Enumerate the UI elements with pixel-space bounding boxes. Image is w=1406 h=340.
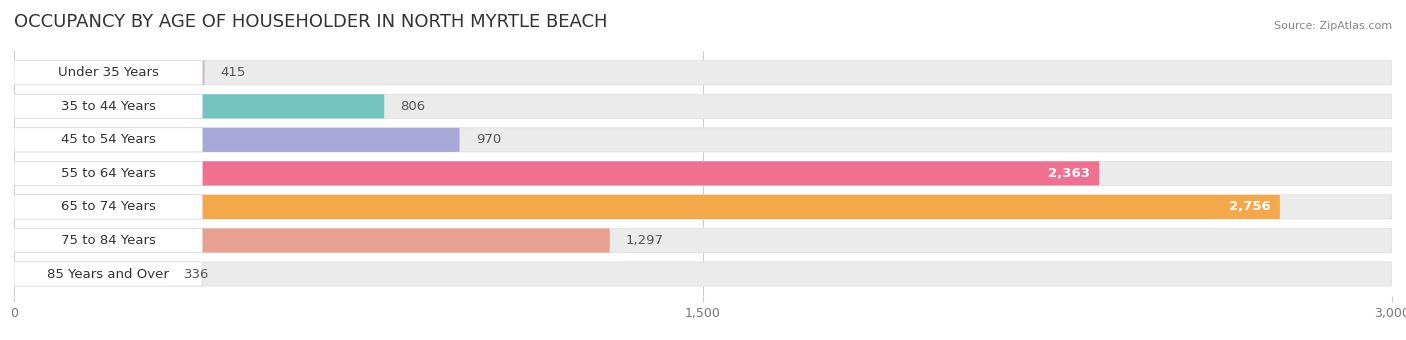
FancyBboxPatch shape (14, 195, 1279, 219)
Text: 85 Years and Over: 85 Years and Over (48, 268, 169, 280)
FancyBboxPatch shape (14, 161, 1392, 186)
FancyBboxPatch shape (14, 128, 202, 152)
FancyBboxPatch shape (14, 94, 384, 118)
FancyBboxPatch shape (14, 94, 1392, 118)
FancyBboxPatch shape (14, 228, 610, 253)
FancyBboxPatch shape (14, 262, 202, 286)
FancyBboxPatch shape (14, 195, 202, 219)
FancyBboxPatch shape (14, 161, 202, 186)
Text: 415: 415 (221, 66, 246, 79)
Text: 1,297: 1,297 (626, 234, 664, 247)
Text: 970: 970 (475, 133, 501, 146)
FancyBboxPatch shape (14, 195, 1392, 219)
FancyBboxPatch shape (14, 161, 1099, 186)
FancyBboxPatch shape (14, 228, 202, 253)
FancyBboxPatch shape (14, 262, 169, 286)
FancyBboxPatch shape (14, 128, 460, 152)
Text: OCCUPANCY BY AGE OF HOUSEHOLDER IN NORTH MYRTLE BEACH: OCCUPANCY BY AGE OF HOUSEHOLDER IN NORTH… (14, 13, 607, 31)
Text: 65 to 74 Years: 65 to 74 Years (60, 201, 156, 214)
Text: Source: ZipAtlas.com: Source: ZipAtlas.com (1274, 21, 1392, 31)
Text: 45 to 54 Years: 45 to 54 Years (60, 133, 156, 146)
FancyBboxPatch shape (14, 61, 1392, 85)
FancyBboxPatch shape (14, 61, 202, 85)
FancyBboxPatch shape (14, 94, 202, 118)
Text: 2,756: 2,756 (1229, 201, 1271, 214)
Text: 336: 336 (184, 268, 209, 280)
Text: 75 to 84 Years: 75 to 84 Years (60, 234, 156, 247)
FancyBboxPatch shape (14, 228, 1392, 253)
FancyBboxPatch shape (14, 262, 1392, 286)
Text: 2,363: 2,363 (1049, 167, 1090, 180)
Text: 55 to 64 Years: 55 to 64 Years (60, 167, 156, 180)
Text: Under 35 Years: Under 35 Years (58, 66, 159, 79)
Text: 35 to 44 Years: 35 to 44 Years (60, 100, 156, 113)
FancyBboxPatch shape (14, 128, 1392, 152)
Text: 806: 806 (401, 100, 426, 113)
FancyBboxPatch shape (14, 61, 205, 85)
